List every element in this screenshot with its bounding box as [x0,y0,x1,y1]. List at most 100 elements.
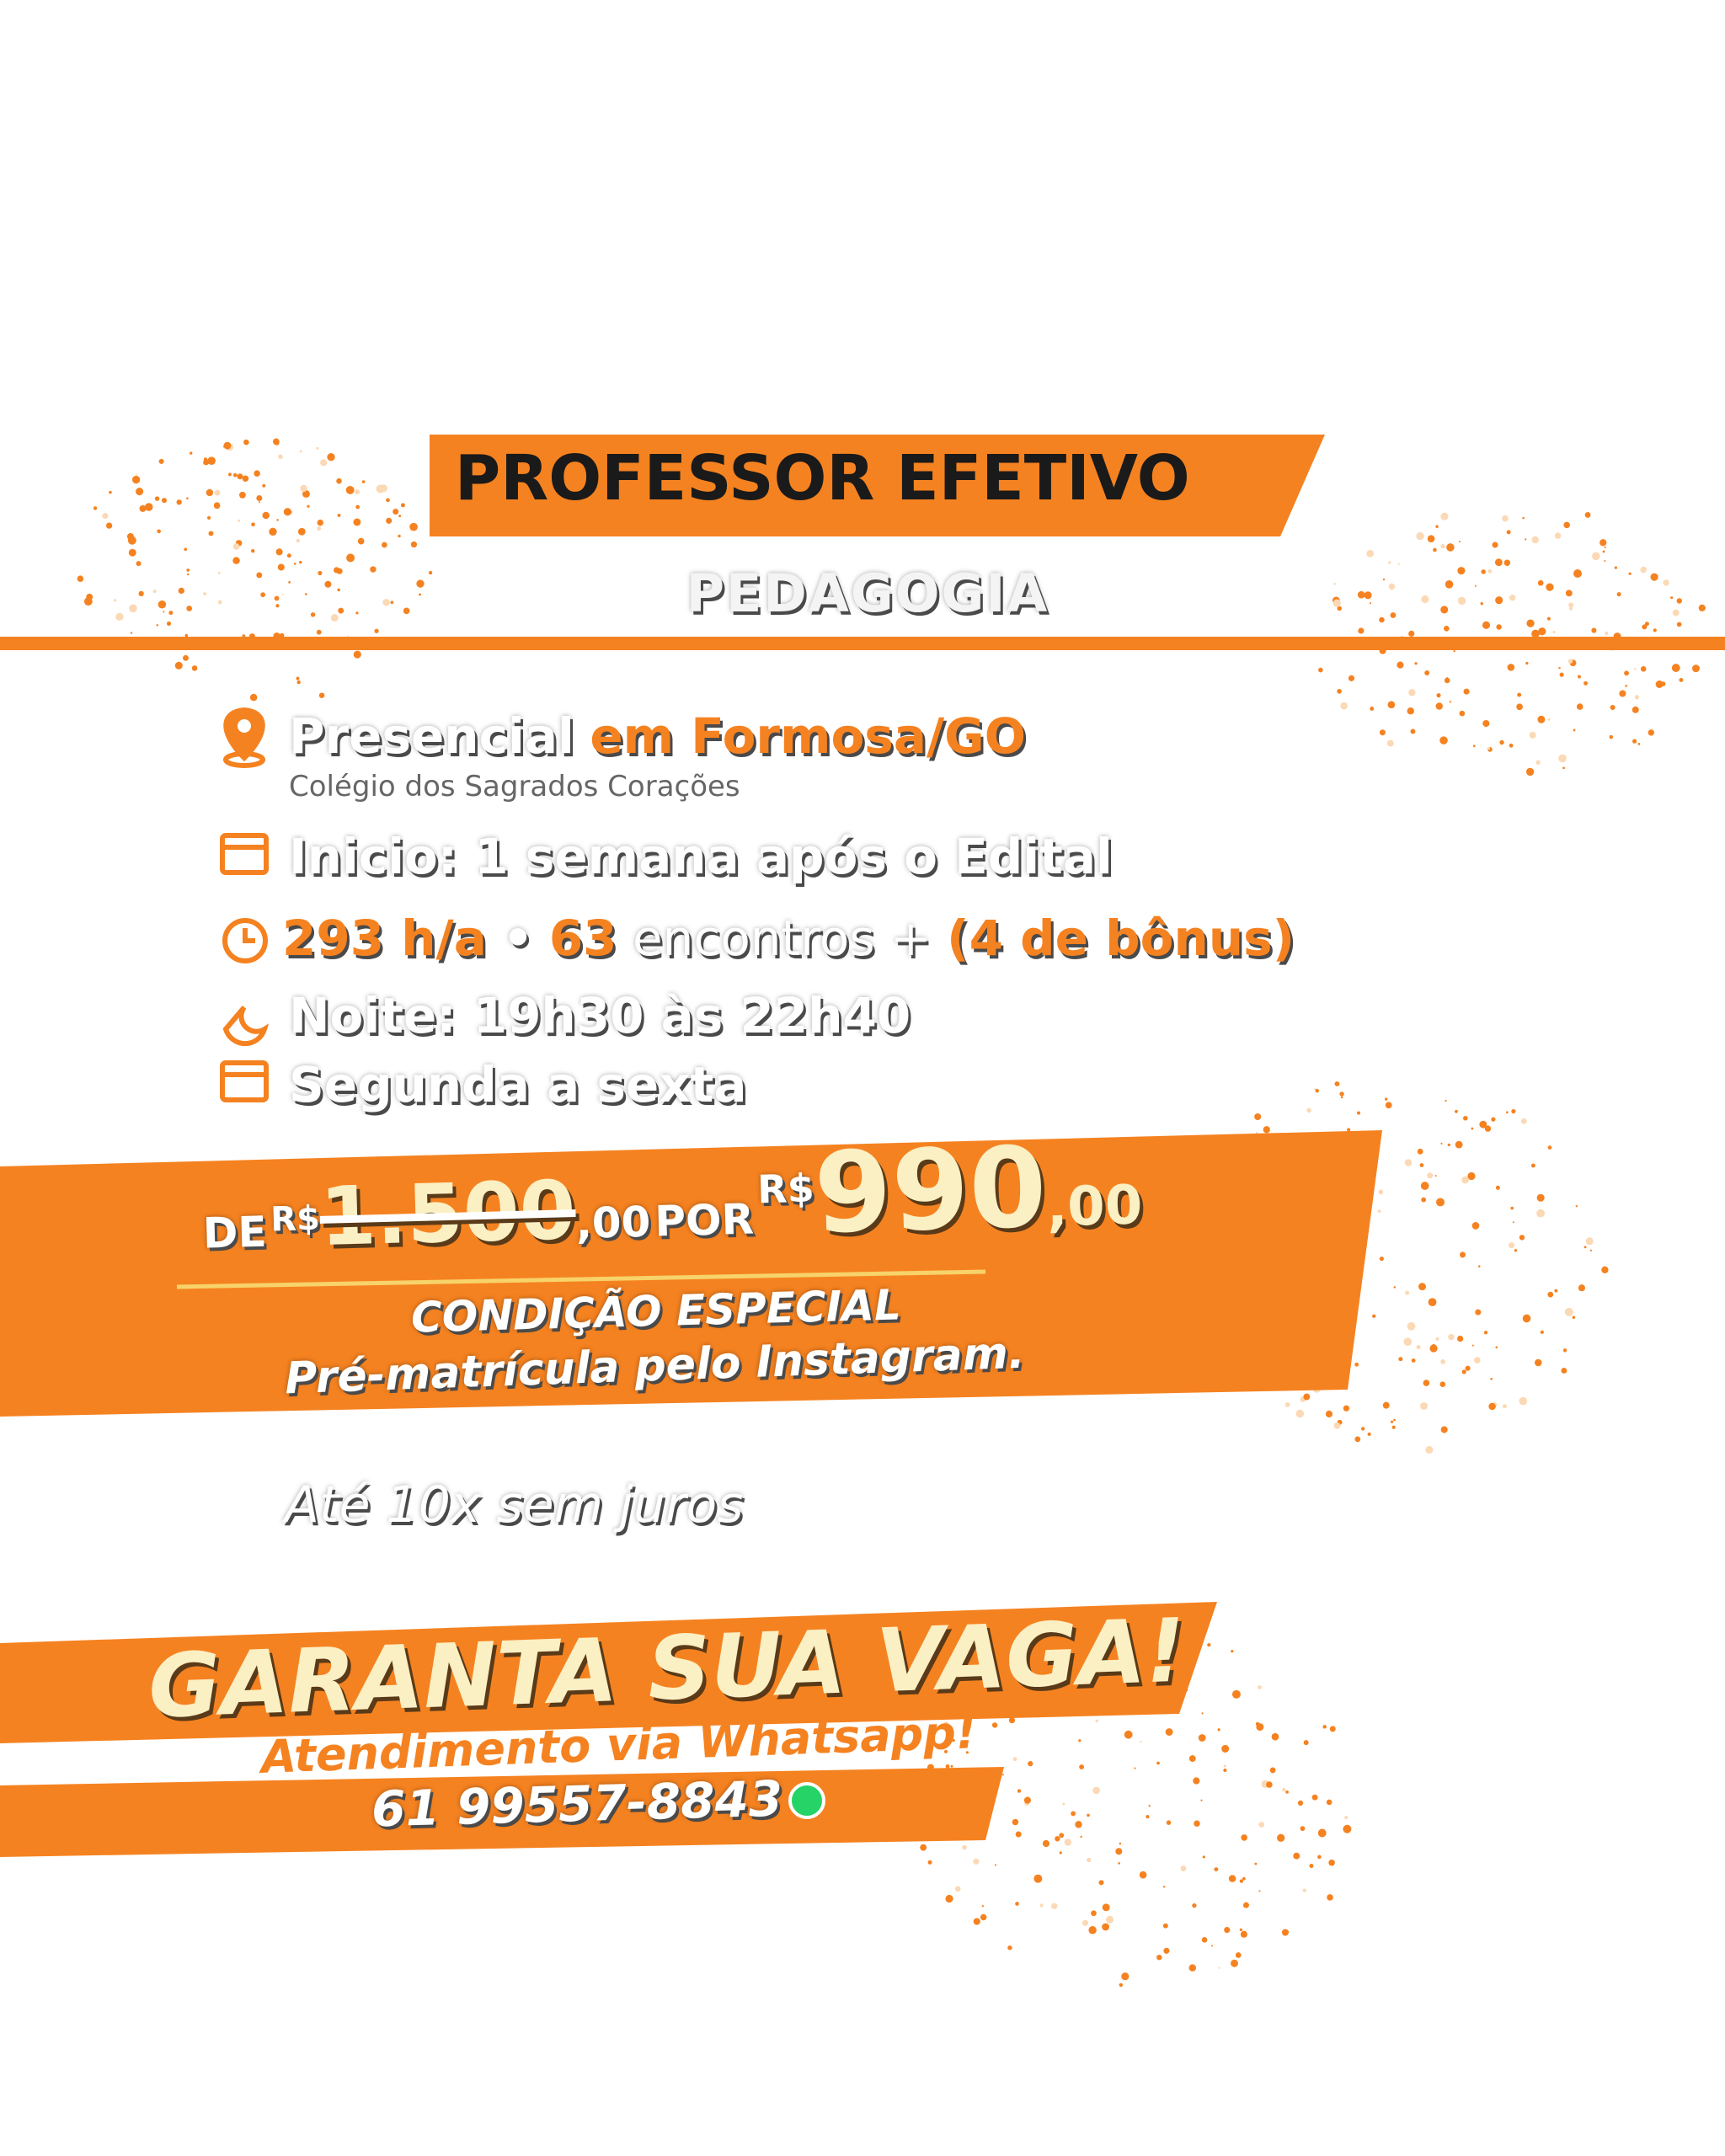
title-banner [430,435,1325,536]
spray-dot [1080,1835,1082,1838]
spray-dot [217,571,221,574]
spray-dot [1370,707,1375,711]
spray-dot [1461,1369,1466,1374]
spray-dot [1078,1739,1081,1742]
spray-dot [1242,1876,1246,1881]
spray-dot [1403,1337,1413,1347]
spray-dot [1547,1291,1554,1298]
spray-dot [410,541,418,548]
spray-dot [1382,1401,1390,1409]
spray-dot [1525,661,1529,665]
price-from-currency: R$ [270,1198,321,1240]
spray-dot [1228,1875,1236,1882]
spray-dot [1059,1851,1062,1854]
spray-dot [1525,767,1535,776]
spray-dot [1676,622,1682,627]
hours-load: 293 h/a [282,910,487,967]
spray-dot [952,1739,955,1742]
spray-dot [1449,701,1451,703]
spray-dot [398,515,402,518]
spray-dot [386,517,393,524]
spray-dot [1407,707,1414,715]
spray-dot [1514,1249,1518,1252]
spray-dot [386,498,390,503]
spray-dot [1242,1902,1249,1908]
start: Inicio: 1 semana após o Edital [289,828,1113,885]
spray-dot [1344,1816,1348,1820]
spray-dot [355,611,359,615]
spray-dot [1231,1650,1234,1653]
spray-dot [1535,760,1541,765]
hours-line: 293 h/a • 63 encontros + (4 de bônus) [282,910,1295,967]
spray-dot [1277,1833,1285,1842]
spray-dot [316,446,319,450]
spray-dot [1531,629,1540,638]
spray-dot [281,593,284,595]
spray-dot [1163,1886,1166,1888]
spray-dot [1604,560,1606,563]
spray-dot [156,624,159,627]
spray-dot [1516,703,1523,711]
spray-dot [161,498,167,504]
spray-dot [1547,718,1551,721]
spray-dot [1224,1927,1231,1934]
spray-dot [1440,606,1449,614]
spray-dot [316,629,322,635]
whatsapp-icon [788,1782,825,1819]
spray-dot [1325,1410,1333,1418]
price-line: DE R$1.500,00 POR R$990,00 [200,1120,1143,1274]
spray-dot [1455,1140,1463,1149]
spray-dot [129,604,137,613]
spray-dot [317,526,322,531]
spray-dot [158,600,167,609]
spray-dot [1547,1145,1552,1150]
spray-dot [1200,1799,1203,1801]
spray-dot [1578,675,1581,679]
spray-dot [1614,566,1618,569]
spray-dot [1583,1246,1587,1249]
spray-dot [1062,1802,1065,1806]
spray-dot [109,490,112,494]
spray-dot [1619,690,1626,697]
gold-rule [176,1269,986,1289]
spray-dot [207,456,216,466]
spray-dot [302,489,310,498]
spray-dot [1258,1890,1261,1892]
spray-dot [262,483,266,488]
spray-dot [1563,521,1570,529]
hours-bonus: (4 de bônus) [947,910,1295,967]
spray-dot [1535,1358,1542,1367]
spray-dot [1650,573,1658,581]
cta-phone[interactable]: 61 99557-8843 [371,1769,783,1838]
spray-dot [1379,729,1386,736]
spray-dot [1328,1860,1335,1866]
spray-dot [157,529,161,534]
spray-dot [1343,1405,1350,1412]
spray-dot [409,522,418,531]
spray-dot [166,621,172,627]
spray-dot [1140,1740,1142,1743]
spray-dot [208,531,214,536]
spray-dot [318,570,323,576]
spray-dot [1575,1204,1578,1208]
price-to-amount: 990 [812,1123,1049,1259]
spray-dot [1447,1143,1450,1147]
spray-dot [336,478,342,484]
spray-dot [190,451,193,455]
spray-dot [296,538,300,543]
spray-dot [981,1905,985,1908]
spray-dot [1537,715,1546,723]
spray-dot [1573,569,1582,578]
spray-dot [1102,1923,1109,1931]
spray-dot [138,590,144,597]
spray-dot [338,607,344,614]
spray-dot [337,588,340,592]
spray-dot [1071,1811,1076,1817]
spray-dot [400,503,405,508]
spray-dot [1385,1102,1392,1109]
spray-dot [269,527,277,536]
spray-dot [1198,1734,1206,1742]
spray-dot [1491,1117,1496,1122]
spray-dot [1503,559,1511,567]
